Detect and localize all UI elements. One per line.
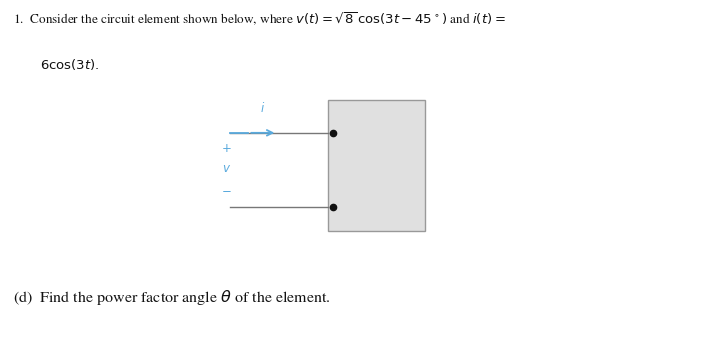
- Text: 1.  Consider the circuit element shown below, where $v(t) = \sqrt{8}\,\cos(3t - : 1. Consider the circuit element shown be…: [13, 10, 505, 28]
- Text: $v$: $v$: [222, 163, 231, 174]
- Bar: [328, 100, 425, 231]
- Text: $i$: $i$: [260, 100, 266, 114]
- Text: $6\cos(3t).$: $6\cos(3t).$: [40, 57, 99, 72]
- Text: $+$: $+$: [222, 143, 232, 155]
- Text: $-$: $-$: [222, 185, 232, 197]
- Text: (d)  Find the power factor angle $\theta$ of the element.: (d) Find the power factor angle $\theta$…: [13, 288, 330, 307]
